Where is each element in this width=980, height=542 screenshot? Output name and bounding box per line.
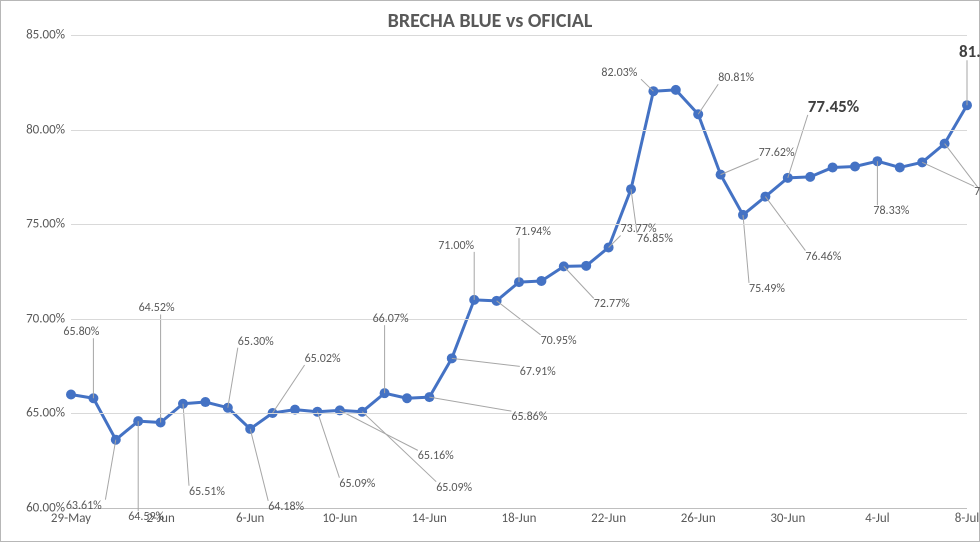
leader-line (317, 412, 339, 478)
y-tick-label: 75.00% (26, 217, 65, 232)
leader-line (641, 79, 653, 91)
data-marker (66, 389, 76, 399)
data-marker (111, 435, 121, 445)
y-tick-label: 85.00% (26, 28, 65, 43)
data-marker (581, 261, 591, 271)
leader-line (922, 162, 974, 186)
y-tick-label: 70.00% (26, 311, 65, 326)
x-tick-label: 10-Jun (322, 511, 357, 526)
leader-line (631, 189, 637, 233)
leader-line (340, 410, 418, 450)
data-marker (671, 85, 681, 95)
x-tick-label: 18-Jun (502, 511, 537, 526)
x-tick-label: 6-Jun (236, 511, 264, 526)
chart-svg (71, 35, 967, 508)
x-tick-label: 4-Jul (865, 511, 890, 526)
data-marker (805, 172, 815, 182)
leader-line (452, 358, 520, 366)
gridline (71, 224, 967, 225)
x-tick-label: 30-Jun (770, 511, 805, 526)
plot-area: 65.80%63.61%64.59%64.52%65.51%65.30%64.1… (71, 35, 967, 509)
leader-line (698, 84, 718, 114)
x-tick-label: 2-Jun (146, 511, 174, 526)
x-tick-label: 14-Jun (412, 511, 447, 526)
leader-line (945, 144, 980, 202)
gridline (71, 413, 967, 414)
leader-line (564, 266, 594, 298)
x-tick-label: 29-May (51, 511, 91, 526)
y-tick-label: 80.00% (26, 122, 65, 137)
leader-line (429, 397, 511, 411)
x-tick-label: 22-Jun (591, 511, 626, 526)
leader-line (105, 440, 115, 500)
leader-line (273, 365, 305, 413)
data-label: 78.27% (974, 186, 980, 198)
plot-wrap: 60.00%65.00%70.00%75.00%80.00%85.00% 65.… (7, 35, 973, 531)
leader-line (788, 115, 808, 178)
chart-container: BRECHA BLUE vs OFICIAL 60.00%65.00%70.00… (0, 0, 980, 542)
gridline (71, 319, 967, 320)
leader-line (183, 404, 189, 486)
data-marker (850, 161, 860, 171)
leader-line (362, 412, 436, 482)
data-marker (536, 276, 546, 286)
data-marker (895, 162, 905, 172)
chart-title: BRECHA BLUE vs OFICIAL (7, 9, 973, 33)
leader-line (721, 159, 759, 175)
gridline (71, 130, 967, 131)
x-axis: 29-May2-Jun6-Jun10-Jun14-Jun18-Jun22-Jun… (71, 509, 967, 531)
data-marker (402, 393, 412, 403)
y-axis: 60.00%65.00%70.00%75.00%80.00%85.00% (7, 35, 71, 509)
y-tick-label: 65.00% (26, 406, 65, 421)
x-tick-label: 8-Jul (955, 511, 980, 526)
leader-line (250, 429, 268, 501)
data-marker (200, 397, 210, 407)
data-marker (828, 162, 838, 172)
x-tick-label: 26-Jun (681, 511, 716, 526)
gridline (71, 35, 967, 36)
leader-line (228, 348, 238, 408)
